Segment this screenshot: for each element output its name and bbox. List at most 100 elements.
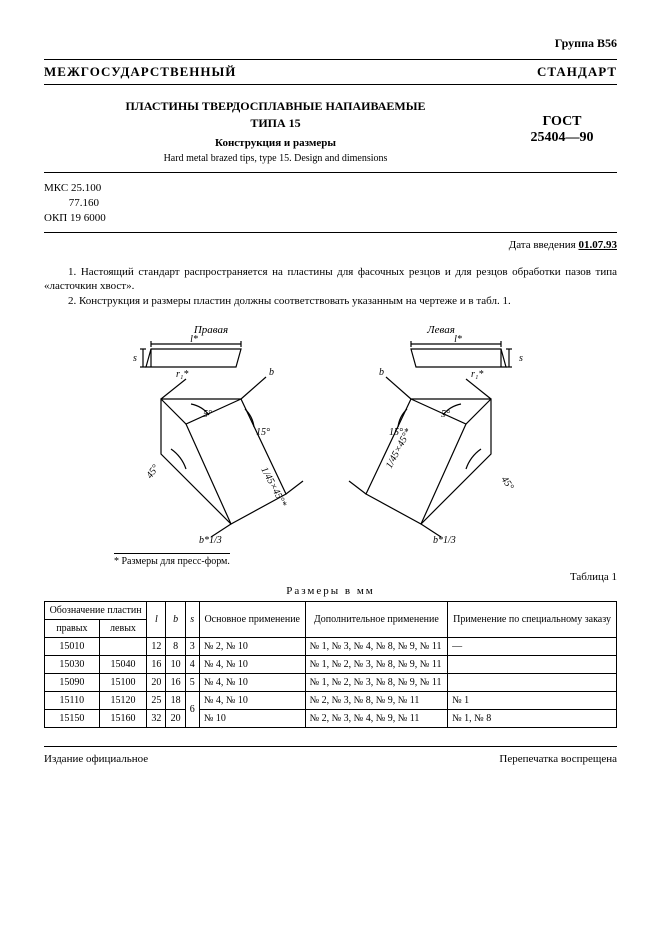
table-cell: 15150 bbox=[45, 710, 100, 728]
svg-text:b: b bbox=[379, 367, 384, 378]
table-cell: 12 bbox=[147, 638, 166, 656]
paragraph-1: 1. Настоящий стандарт распространяется н… bbox=[44, 265, 617, 295]
table-cell: 16 bbox=[166, 674, 185, 692]
table-cell: 6 bbox=[185, 692, 199, 728]
okp-value: 19 6000 bbox=[70, 212, 106, 224]
technical-drawing: Правая Левая bbox=[44, 319, 617, 549]
table-cell: 18 bbox=[166, 692, 185, 710]
table-cell: 16 bbox=[147, 656, 166, 674]
svg-text:5°: 5° bbox=[441, 409, 450, 420]
table-row: 150901510020165№ 4, № 10№ 1, № 2, № 3, №… bbox=[45, 674, 617, 692]
body-text: 1. Настоящий стандарт распространяется н… bbox=[44, 265, 617, 310]
gost-label: ГОСТ bbox=[507, 114, 617, 130]
mks-label: МКС bbox=[44, 182, 68, 194]
svg-text:45°: 45° bbox=[144, 463, 161, 481]
table-cell bbox=[99, 638, 146, 656]
table-cell: 15010 bbox=[45, 638, 100, 656]
footer: Издание официальное Перепечатка воспреще… bbox=[44, 746, 617, 765]
table-cell: 3 bbox=[185, 638, 199, 656]
th-designation: Обозначение пластин bbox=[45, 602, 147, 620]
intro-date-value: 01.07.93 bbox=[579, 239, 618, 251]
table-cell: 4 bbox=[185, 656, 199, 674]
th-l: l bbox=[147, 602, 166, 638]
table-cell: 8 bbox=[166, 638, 185, 656]
title-main: ПЛАСТИНЫ ТВЕРДОСПЛАВНЫЕ НАПАИВАЕМЫЕ bbox=[44, 99, 507, 114]
press-note-wrap: * Размеры для пресс-форм. bbox=[114, 551, 617, 569]
svg-text:1/45×45°*: 1/45×45°* bbox=[258, 465, 288, 509]
table-cell: № 4, № 10 bbox=[199, 674, 305, 692]
th-left: левых bbox=[99, 620, 146, 638]
okp-label: ОКП bbox=[44, 212, 67, 224]
table-cell: 10 bbox=[166, 656, 185, 674]
table-cell: 32 bbox=[147, 710, 166, 728]
table-cell: 15160 bbox=[99, 710, 146, 728]
th-spec: Применение по специальному заказу bbox=[448, 602, 617, 638]
gost-number: 25404—90 bbox=[507, 130, 617, 146]
table-cell: 15100 bbox=[99, 674, 146, 692]
table-cell: 20 bbox=[166, 710, 185, 728]
table-cell: № 10 bbox=[199, 710, 305, 728]
mks-1: 25.100 bbox=[71, 182, 101, 194]
table-number: Таблица 1 bbox=[570, 571, 617, 583]
table-cell: № 1, № 3, № 4, № 8, № 9, № 11 bbox=[305, 638, 448, 656]
table-label: Таблица 1 bbox=[44, 571, 617, 583]
press-note: * Размеры для пресс-форм. bbox=[114, 553, 230, 567]
table-cell: № 2, № 3, № 8, № 9, № 11 bbox=[305, 692, 448, 710]
mks-2: 77.160 bbox=[69, 197, 99, 209]
svg-text:15°: 15° bbox=[256, 427, 270, 438]
th-main: Основное применение bbox=[199, 602, 305, 638]
th-right: правых bbox=[45, 620, 100, 638]
intro-date-prefix: Дата введения bbox=[509, 239, 579, 251]
table-cell: № 1, № 2, № 3, № 8, № 9, № 11 bbox=[305, 656, 448, 674]
footer-left: Издание официальное bbox=[44, 753, 148, 765]
table-cell: № 2, № 3, № 4, № 9, № 11 bbox=[305, 710, 448, 728]
fig-right-label: Левая bbox=[426, 324, 455, 336]
table-cell: 20 bbox=[147, 674, 166, 692]
th-s: s bbox=[185, 602, 199, 638]
svg-text:l*: l* bbox=[190, 334, 198, 345]
table-cell: 15040 bbox=[99, 656, 146, 674]
svg-text:b*1/3: b*1/3 bbox=[433, 535, 456, 546]
svg-text:s: s bbox=[133, 353, 137, 364]
table-cell: № 1, № 8 bbox=[448, 710, 617, 728]
table-cell: 5 bbox=[185, 674, 199, 692]
table-row: 15150151603220 № 10№ 2, № 3, № 4, № 9, № … bbox=[45, 710, 617, 728]
table-cell: 15030 bbox=[45, 656, 100, 674]
table-cell: № 2, № 10 bbox=[199, 638, 305, 656]
table-cell: № 1 bbox=[448, 692, 617, 710]
table-cell: № 4, № 10 bbox=[199, 656, 305, 674]
header-block: ПЛАСТИНЫ ТВЕРДОСПЛАВНЫЕ НАПАИВАЕМЫЕ ТИПА… bbox=[44, 95, 617, 173]
page: Группа В56 МЕЖГОСУДАРСТВЕННЫЙ СТАНДАРТ П… bbox=[0, 0, 661, 789]
table-cell: 15120 bbox=[99, 692, 146, 710]
svg-text:r₁*: r₁* bbox=[176, 369, 188, 380]
table-cell: № 1, № 2, № 3, № 8, № 9, № 11 bbox=[305, 674, 448, 692]
codes-block: МКС 25.100 77.160 ОКП 19 6000 bbox=[44, 181, 617, 226]
svg-text:b: b bbox=[269, 367, 274, 378]
svg-text:5°: 5° bbox=[203, 409, 212, 420]
table-cell: 15090 bbox=[45, 674, 100, 692]
table-row: 150301504016104№ 4, № 10№ 1, № 2, № 3, №… bbox=[45, 656, 617, 674]
th-b: b bbox=[166, 602, 185, 638]
footer-right: Перепечатка воспрещена bbox=[499, 753, 617, 765]
standard-banner: МЕЖГОСУДАРСТВЕННЫЙ СТАНДАРТ bbox=[44, 59, 617, 85]
svg-text:s: s bbox=[519, 353, 523, 364]
th-add: Дополнительное применение bbox=[305, 602, 448, 638]
subtitle-ru: Конструкция и размеры bbox=[44, 137, 507, 149]
subtitle-en: Hard metal brazed tips, type 15. Design … bbox=[44, 153, 507, 164]
svg-text:l*: l* bbox=[454, 334, 462, 345]
paragraph-2: 2. Конструкция и размеры пластин должны … bbox=[44, 294, 617, 309]
table-row: 151101512025186№ 4, № 10№ 2, № 3, № 8, №… bbox=[45, 692, 617, 710]
table-row: 15010 1283№ 2, № 10№ 1, № 3, № 4, № 8, № … bbox=[45, 638, 617, 656]
svg-text:r₁*: r₁* bbox=[471, 369, 483, 380]
gost-block: ГОСТ 25404—90 bbox=[507, 95, 617, 164]
svg-text:45°: 45° bbox=[498, 474, 515, 492]
table-cell bbox=[448, 674, 617, 692]
intro-date: Дата введения 01.07.93 bbox=[44, 232, 617, 251]
title-type: ТИПА 15 bbox=[44, 116, 507, 131]
fig-left-label: Правая bbox=[192, 324, 227, 336]
dimensions-table: Обозначение пластин l b s Основное приме… bbox=[44, 601, 617, 728]
table-cell: — bbox=[448, 638, 617, 656]
header-left: ПЛАСТИНЫ ТВЕРДОСПЛАВНЫЕ НАПАИВАЕМЫЕ ТИПА… bbox=[44, 95, 507, 164]
table-cell bbox=[448, 656, 617, 674]
table-cell: 25 bbox=[147, 692, 166, 710]
